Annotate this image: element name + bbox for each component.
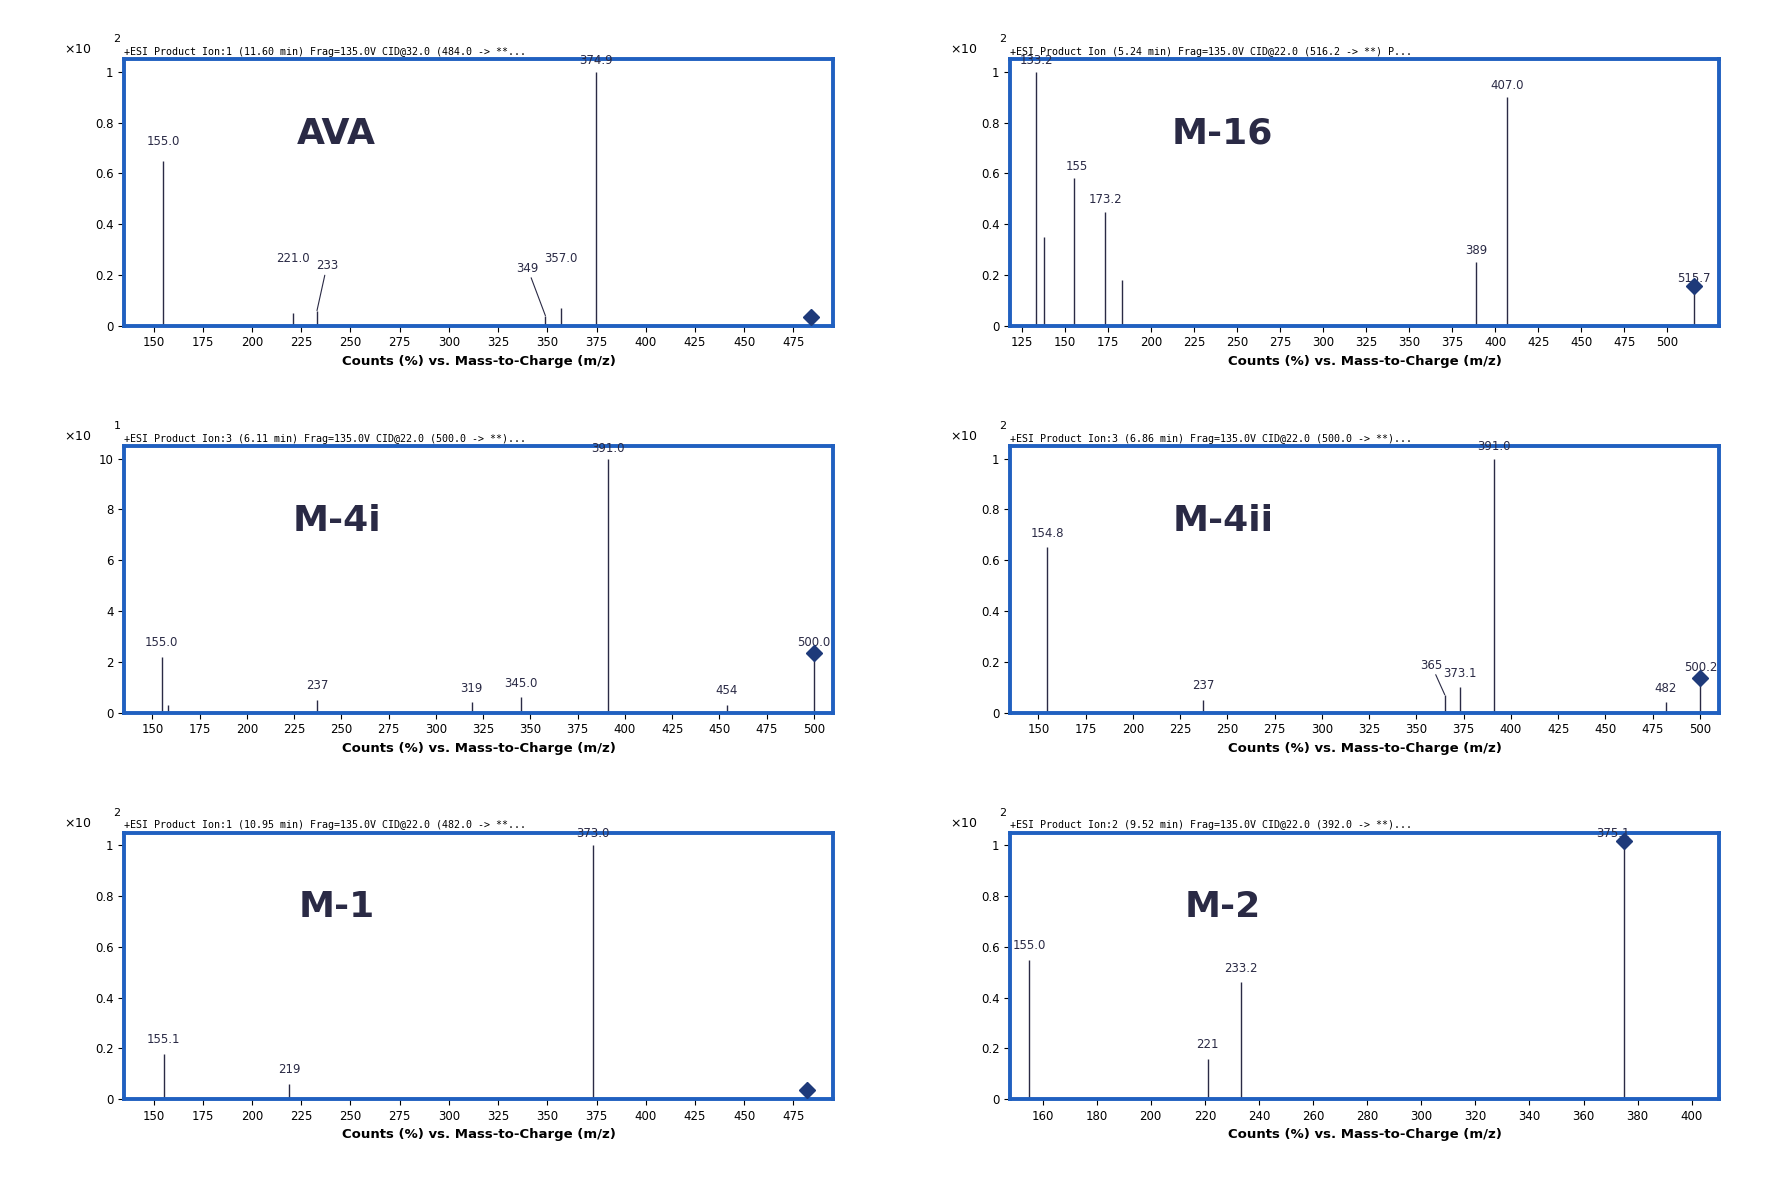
Text: 2: 2 — [999, 34, 1006, 45]
Text: M-16: M-16 — [1171, 117, 1274, 151]
Text: 2: 2 — [113, 807, 120, 818]
Text: 373.1: 373.1 — [1444, 667, 1476, 680]
Text: $\times$10: $\times$10 — [64, 430, 92, 443]
Text: 482: 482 — [1655, 682, 1676, 695]
X-axis label: Counts (%) vs. Mass-to-Charge (m/z): Counts (%) vs. Mass-to-Charge (m/z) — [342, 1129, 615, 1142]
Text: 233: 233 — [315, 260, 338, 311]
Text: 389: 389 — [1465, 245, 1487, 258]
Text: +ESI Product Ion:1 (11.60 min) Frag=135.0V CID@32.0 (484.0 -> **...: +ESI Product Ion:1 (11.60 min) Frag=135.… — [124, 47, 526, 57]
Text: M-2: M-2 — [1184, 890, 1262, 924]
Text: 233.2: 233.2 — [1224, 962, 1258, 975]
Text: 221.0: 221.0 — [276, 252, 310, 265]
Text: 155.0: 155.0 — [145, 636, 179, 649]
Text: 173.2: 173.2 — [1088, 194, 1122, 207]
X-axis label: Counts (%) vs. Mass-to-Charge (m/z): Counts (%) vs. Mass-to-Charge (m/z) — [342, 741, 615, 754]
Text: $\times$10: $\times$10 — [950, 430, 978, 443]
Text: 155.0: 155.0 — [147, 135, 181, 148]
Text: 2: 2 — [999, 807, 1006, 818]
Text: +ESI Product Ion:2 (9.52 min) Frag=135.0V CID@22.0 (392.0 -> **)...: +ESI Product Ion:2 (9.52 min) Frag=135.0… — [1010, 820, 1412, 831]
X-axis label: Counts (%) vs. Mass-to-Charge (m/z): Counts (%) vs. Mass-to-Charge (m/z) — [342, 355, 615, 368]
Text: 1: 1 — [113, 421, 120, 431]
Text: M-4i: M-4i — [292, 504, 381, 538]
Text: +ESI Product Ion:3 (6.86 min) Frag=135.0V CID@22.0 (500.0 -> **)...: +ESI Product Ion:3 (6.86 min) Frag=135.0… — [1010, 434, 1412, 443]
Text: 391.0: 391.0 — [1478, 441, 1512, 454]
Text: $\times$10: $\times$10 — [64, 44, 92, 57]
Text: 500.0: 500.0 — [797, 636, 831, 649]
Text: 155: 155 — [1067, 161, 1088, 174]
Text: 373.0: 373.0 — [576, 827, 610, 840]
Text: $\times$10: $\times$10 — [64, 817, 92, 830]
Text: 319: 319 — [461, 682, 484, 695]
Text: 154.8: 154.8 — [1031, 527, 1065, 540]
Text: 391.0: 391.0 — [592, 442, 626, 455]
Text: M-4ii: M-4ii — [1173, 504, 1272, 538]
Text: 365: 365 — [1421, 658, 1444, 695]
Text: +ESI Product Ion (5.24 min) Frag=135.0V CID@22.0 (516.2 -> **) P...: +ESI Product Ion (5.24 min) Frag=135.0V … — [1010, 47, 1412, 57]
Text: +ESI Product Ion:1 (10.95 min) Frag=135.0V CID@22.0 (482.0 -> **...: +ESI Product Ion:1 (10.95 min) Frag=135.… — [124, 820, 526, 831]
Text: 349: 349 — [516, 262, 546, 316]
Text: 237: 237 — [1191, 680, 1214, 693]
Text: 155.0: 155.0 — [1012, 939, 1045, 952]
Text: +ESI Product Ion:3 (6.11 min) Frag=135.0V CID@22.0 (500.0 -> **)...: +ESI Product Ion:3 (6.11 min) Frag=135.0… — [124, 434, 526, 443]
Text: 374.9: 374.9 — [579, 53, 613, 66]
X-axis label: Counts (%) vs. Mass-to-Charge (m/z): Counts (%) vs. Mass-to-Charge (m/z) — [1228, 1129, 1501, 1142]
Text: 2: 2 — [113, 34, 120, 45]
X-axis label: Counts (%) vs. Mass-to-Charge (m/z): Counts (%) vs. Mass-to-Charge (m/z) — [1228, 741, 1501, 754]
Text: 357.0: 357.0 — [544, 252, 578, 265]
Text: 375.1: 375.1 — [1597, 827, 1630, 840]
Text: 345.0: 345.0 — [505, 676, 537, 689]
Text: $\times$10: $\times$10 — [950, 817, 978, 830]
Text: 219: 219 — [278, 1064, 301, 1077]
X-axis label: Counts (%) vs. Mass-to-Charge (m/z): Counts (%) vs. Mass-to-Charge (m/z) — [1228, 355, 1501, 368]
Text: 237: 237 — [305, 680, 328, 693]
Text: 515.7: 515.7 — [1678, 272, 1712, 285]
Text: 407.0: 407.0 — [1490, 79, 1524, 92]
Text: 155.1: 155.1 — [147, 1033, 181, 1046]
Text: M-1: M-1 — [298, 890, 376, 924]
Text: $\times$10: $\times$10 — [950, 44, 978, 57]
Text: 454: 454 — [716, 684, 739, 697]
Text: 500.2: 500.2 — [1683, 662, 1717, 675]
Text: 2: 2 — [999, 421, 1006, 431]
Text: AVA: AVA — [298, 117, 376, 151]
Text: 133.2: 133.2 — [1019, 53, 1053, 66]
Text: 221: 221 — [1196, 1038, 1219, 1051]
